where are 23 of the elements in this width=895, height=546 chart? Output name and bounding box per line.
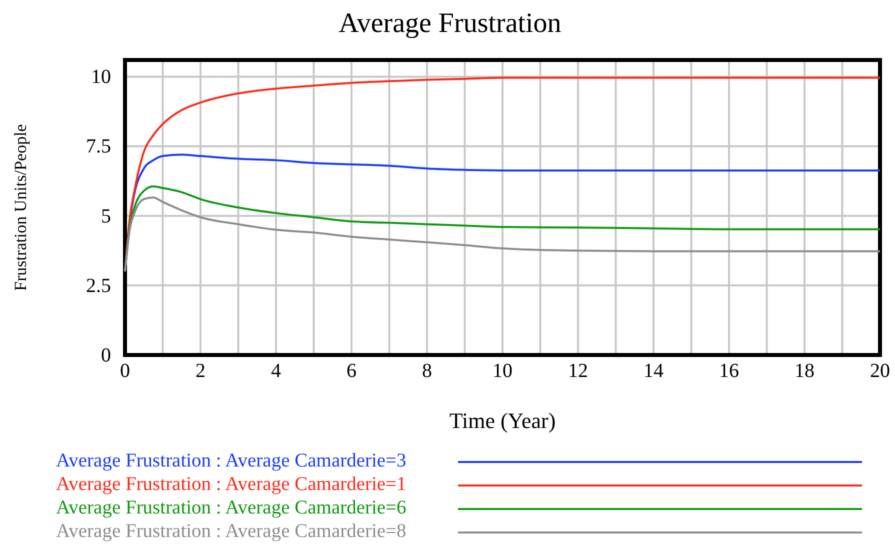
y-axis-title: Frustration Units/People	[11, 124, 30, 291]
text: Average Frustration : Average Camarderie=8	[56, 520, 406, 542]
chart-title: Average Frustration	[338, 8, 562, 39]
y-tick-label: 2.5	[86, 274, 111, 297]
text: Average Frustration : Average Camarderie=3	[56, 450, 406, 472]
y-tick-label: 10	[91, 66, 111, 88]
x-tick-label: 12	[568, 360, 588, 382]
x-tick-label: 18	[794, 360, 814, 382]
y-tick-label: 0	[101, 344, 111, 366]
x-tick-label: 14	[644, 360, 664, 382]
x-tick-label: 8	[422, 360, 432, 382]
x-axis-title: Time (Year)	[449, 408, 556, 433]
text: Average Frustration : Average Camarderie=1	[56, 474, 406, 495]
x-tick-label: 0	[120, 360, 130, 382]
x-tick-label: 16	[719, 360, 739, 382]
x-tick-label: 4	[271, 360, 281, 382]
x-tick-label: 6	[346, 360, 356, 382]
y-tick-label: 5	[101, 205, 111, 228]
x-tick-label: 20	[870, 360, 890, 382]
x-tick-label: 2	[196, 360, 206, 382]
x-tick-label: 10	[492, 360, 512, 382]
y-tick-label: 7.5	[86, 136, 111, 158]
text: Average Frustration : Average Camarderie=6	[56, 497, 407, 518]
